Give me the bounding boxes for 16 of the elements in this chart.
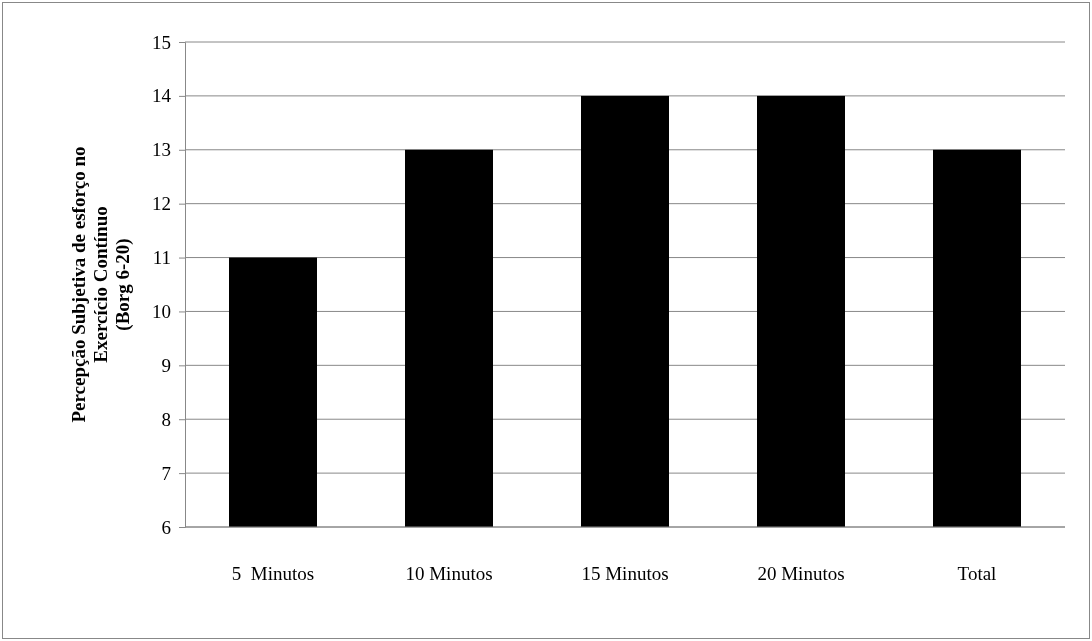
y-tick-label: 6 [161, 516, 171, 538]
x-tick-label: 20 Minutos [757, 563, 845, 585]
y-tick-label: 14 [152, 85, 172, 107]
y-tick-label: 12 [152, 193, 171, 215]
y-axis-title: Percepção Subjetiva de esforço no Exercício Contínuo (Borg 6-20) [67, 146, 134, 423]
y-tick-label: 7 [161, 462, 171, 484]
y-tick-label: 13 [152, 139, 171, 161]
y-tick-label: 9 [161, 354, 171, 376]
x-tick-label: Total [957, 563, 997, 585]
y-tick-label: 11 [152, 247, 171, 269]
x-tick-label: 10 Minutos [405, 563, 493, 585]
x-tick-label: 5 Minutos [231, 563, 315, 585]
y-tick-label: 10 [152, 301, 171, 323]
y-tick-label: 15 [152, 31, 171, 53]
x-tick-label: 15 Minutos [581, 563, 669, 585]
y-tick-label: 8 [161, 408, 171, 430]
